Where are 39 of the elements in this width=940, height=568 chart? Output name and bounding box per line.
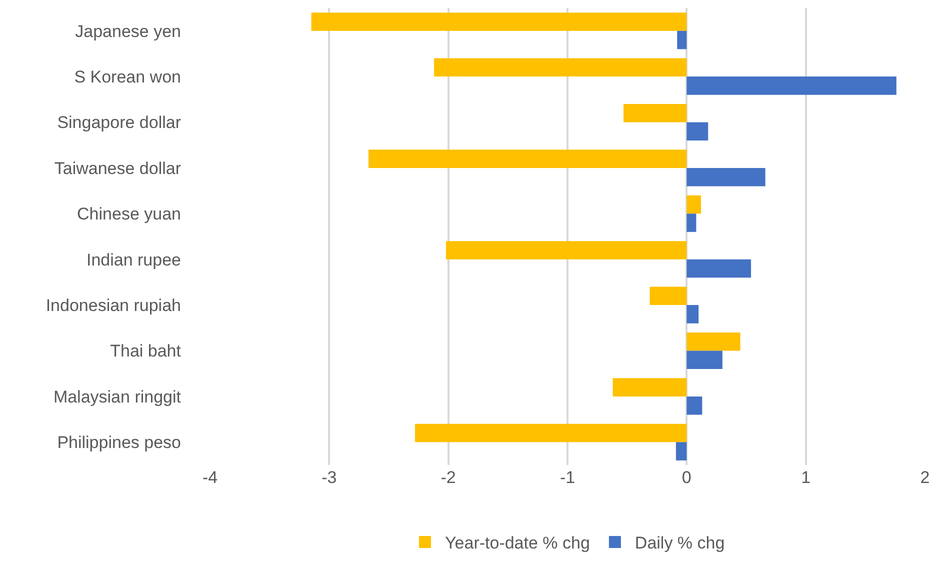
bar: [446, 241, 687, 260]
y-tick-label: Singapore dollar: [57, 113, 182, 132]
x-tick-label: 0: [682, 468, 692, 487]
x-tick-label: -2: [440, 468, 456, 487]
y-tick-label: Taiwanese dollar: [54, 158, 182, 178]
y-tick-label: Thai baht: [110, 342, 182, 361]
y-tick-label: Philippines peso: [57, 433, 181, 452]
bar: [686, 122, 708, 141]
bar: [677, 30, 687, 50]
bar: [368, 150, 687, 168]
bar: [414, 424, 687, 442]
x-tick-label: 2: [920, 468, 930, 487]
bar: [612, 378, 687, 396]
legend-label: Year-to-date % chg: [445, 534, 590, 553]
bar: [686, 214, 696, 232]
y-tick-label: Japanese yen: [75, 22, 181, 41]
bar: [650, 286, 687, 306]
x-tick-label: -4: [202, 468, 218, 487]
bar: [686, 305, 699, 324]
x-tick-label: -1: [560, 468, 576, 487]
bar: [686, 396, 702, 415]
bar: [686, 76, 896, 95]
x-tick-label: -3: [322, 468, 337, 487]
y-tick-label: Malaysian ringgit: [53, 387, 182, 406]
bar: [686, 195, 701, 214]
bar: [686, 259, 752, 278]
bar: [676, 442, 687, 460]
bar: [434, 58, 687, 77]
bar: [624, 104, 687, 122]
y-tick-label: Indian rupee: [86, 250, 181, 270]
bar: [686, 168, 766, 186]
y-tick-label: Indonesian rupiah: [46, 296, 181, 315]
y-tick-label: S Korean won: [74, 68, 181, 86]
legend-label: Daily % chg: [634, 534, 725, 553]
y-tick-label: Chinese yuan: [77, 204, 181, 224]
x-tick-label: 1: [801, 468, 811, 487]
bar: [311, 12, 687, 31]
bar: [686, 350, 722, 370]
bar: [686, 332, 740, 351]
